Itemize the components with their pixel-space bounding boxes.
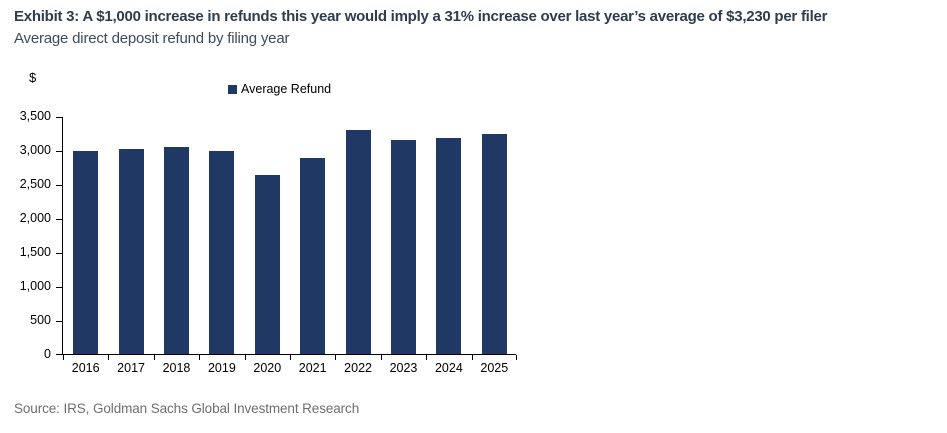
y-axis-tick	[56, 287, 62, 288]
y-axis-tick	[56, 151, 62, 152]
y-axis-tick-label: 3,500	[19, 109, 51, 123]
y-axis-tick	[56, 185, 62, 186]
x-axis-label-2020: 2020	[253, 361, 282, 375]
bar-2024	[436, 138, 462, 354]
chart-legend: Average Refund	[228, 82, 331, 96]
exhibit-subtitle: Average direct deposit refund by filing …	[14, 30, 290, 47]
plot-area: 0 500 1,000 1,500 2,000 2,500 3,000 3,500 2016 20…	[20, 109, 517, 375]
bar-2021	[300, 158, 326, 354]
x-axis-label-2024: 2024	[434, 361, 463, 375]
x-axis-tick	[245, 355, 246, 360]
x-axis-tick	[335, 355, 336, 360]
y-axis-tick-label: 500	[30, 313, 51, 327]
y-axis-tick-label: 3,000	[19, 143, 51, 157]
bar-2022	[345, 129, 371, 354]
bar-2017	[118, 148, 144, 354]
x-axis-tick	[472, 355, 473, 360]
legend-swatch-icon	[228, 84, 237, 94]
x-axis-label-2023: 2023	[389, 361, 418, 375]
y-axis-tick-label: 0	[44, 347, 51, 361]
x-axis-tick	[381, 355, 382, 360]
x-axis-tick	[108, 355, 109, 360]
bar-2025	[481, 134, 507, 354]
x-axis-tick	[199, 355, 200, 360]
y-axis-unit-label: $	[29, 70, 37, 85]
source-note: Source: IRS, Goldman Sachs Global Invest…	[14, 401, 360, 416]
bar-2016	[73, 150, 99, 354]
y-axis-tick-label: 2,500	[19, 177, 51, 191]
y-axis-tick	[56, 253, 62, 254]
x-axis-label-2016: 2016	[71, 361, 100, 375]
x-axis-label-2017: 2017	[117, 361, 145, 375]
x-axis-tick	[516, 355, 517, 360]
x-axis-tick	[290, 355, 291, 360]
y-axis-tick	[56, 117, 62, 118]
x-axis-label-2018: 2018	[162, 361, 191, 375]
x-axis-label-2021: 2021	[298, 361, 327, 375]
bar-2018	[164, 146, 189, 354]
x-axis-label-2025: 2025	[480, 361, 509, 375]
x-axis-label-2019: 2019	[207, 361, 236, 375]
y-axis-tick-label: 1,000	[19, 279, 51, 293]
bar-2019	[209, 151, 235, 354]
y-axis-tick-label: 1,500	[19, 245, 51, 259]
legend-label: Average Refund	[241, 82, 332, 96]
x-axis-tick	[154, 355, 155, 360]
x-axis-tick	[426, 355, 427, 360]
exhibit-title: Exhibit 3: A $1,000 increase in refunds …	[14, 8, 828, 25]
y-axis-tick	[56, 354, 62, 355]
y-axis-tick-label: 2,000	[19, 211, 51, 225]
x-axis-tick	[63, 355, 64, 360]
bar-2020	[254, 175, 280, 354]
x-axis-label-2022: 2022	[344, 361, 372, 375]
bar-2023	[391, 140, 416, 354]
y-axis-tick	[56, 321, 62, 322]
y-axis-tick	[56, 219, 62, 220]
